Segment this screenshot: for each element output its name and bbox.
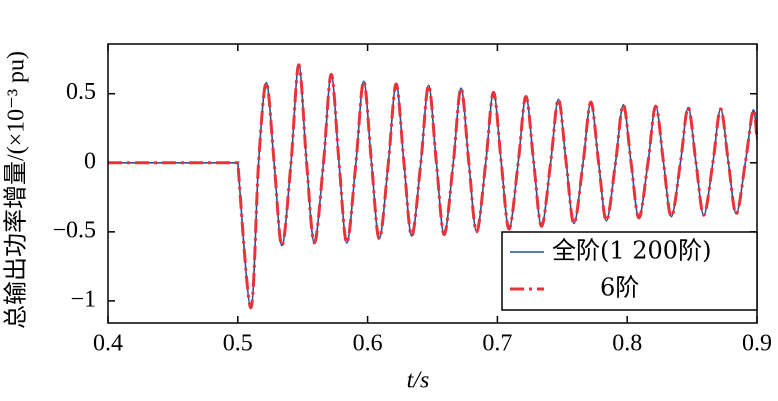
- plot-frame: [107, 43, 758, 324]
- legend-box: [501, 231, 758, 311]
- x-axis-label: t/s: [407, 368, 430, 394]
- x-tick-label: 0.4: [93, 331, 123, 357]
- x-tick-label: 0.7: [482, 331, 512, 357]
- x-tick-label: 0.5: [223, 331, 253, 357]
- y-axis-label: 总输出功率增量/(×10⁻³ pu): [3, 51, 30, 329]
- legend-label: 全阶(1 200阶): [552, 237, 711, 265]
- x-tick-label: 0.8: [612, 331, 642, 357]
- y-tick-label: 0: [84, 148, 96, 174]
- series-line: [108, 63, 759, 310]
- legend-label: 6阶: [600, 274, 639, 302]
- x-tick-label: 0.6: [353, 331, 383, 357]
- x-tick-label: 0.9: [742, 331, 772, 357]
- y-tick-label: −0.5: [52, 217, 96, 243]
- y-tick-label: −1: [70, 286, 96, 312]
- y-tick-label: 0.5: [66, 79, 96, 105]
